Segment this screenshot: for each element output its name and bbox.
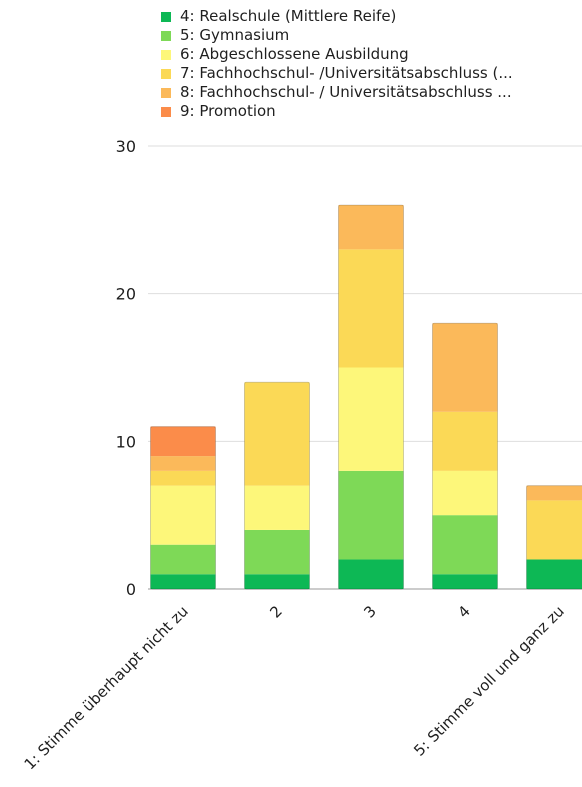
legend-swatch	[161, 106, 171, 117]
legend-label: 9: Promotion	[180, 102, 276, 120]
bars	[150, 204, 582, 590]
legend-swatch	[161, 49, 171, 60]
y-tick-label: 20	[116, 285, 136, 304]
bar-segment[interactable]	[338, 205, 404, 250]
legend-item[interactable]: 9: Promotion	[161, 102, 513, 121]
x-tick-label: 4	[454, 602, 473, 621]
legend-swatch	[161, 68, 171, 79]
y-tick-label: 0	[126, 580, 136, 599]
legend-item[interactable]: 4: Realschule (Mittlere Reife)	[161, 7, 513, 26]
bar-segment[interactable]	[526, 485, 582, 501]
bar-outline	[432, 322, 498, 590]
legend-label: 6: Abgeschlossene Ausbildung	[180, 45, 409, 63]
bar-segment[interactable]	[150, 426, 216, 457]
bar-outline	[338, 204, 404, 590]
bar-outline	[244, 381, 310, 590]
bar-outline	[150, 426, 216, 590]
legend-swatch	[161, 30, 171, 41]
bar-segment[interactable]	[150, 544, 216, 575]
bar-stack[interactable]	[432, 322, 498, 590]
bar-outline	[526, 485, 582, 590]
y-tick-label: 10	[116, 432, 136, 451]
bar-stack[interactable]	[150, 426, 216, 590]
bar-segment[interactable]	[338, 559, 404, 589]
bar-segment[interactable]	[150, 456, 216, 471]
legend-item[interactable]: 6: Abgeschlossene Ausbildung	[161, 45, 513, 64]
x-tick-label: 1: Stimme überhaupt nicht zu	[21, 602, 192, 773]
bar-stack[interactable]	[338, 204, 404, 590]
legend-label: 7: Fachhochschul- /Universitätsabschluss…	[180, 64, 513, 82]
legend-label: 5: Gymnasium	[180, 26, 290, 44]
legend-item[interactable]: 5: Gymnasium	[161, 26, 513, 45]
chart-legend: 4: Realschule (Mittlere Reife) 5: Gymnasi…	[161, 7, 513, 121]
bar-segment[interactable]	[432, 470, 498, 516]
legend-item[interactable]: 8: Fachhochschul- / Universitätsabschlus…	[161, 83, 513, 102]
bar-segment[interactable]	[150, 485, 216, 545]
bar-segment[interactable]	[244, 574, 310, 589]
bar-segment[interactable]	[526, 559, 582, 589]
bar-segment[interactable]	[526, 500, 582, 560]
bar-stack[interactable]	[244, 381, 310, 590]
y-tick-label: 30	[116, 137, 136, 156]
bar-segment[interactable]	[432, 323, 498, 412]
bar-segment[interactable]	[432, 574, 498, 589]
bar-segment[interactable]	[338, 367, 404, 471]
bar-segment[interactable]	[432, 411, 498, 471]
legend-label: 8: Fachhochschul- / Universitätsabschlus…	[180, 83, 512, 101]
bar-segment[interactable]	[338, 470, 404, 560]
bar-segment[interactable]	[244, 485, 310, 530]
bar-segment[interactable]	[432, 515, 498, 575]
x-tick-label: 3	[360, 602, 379, 621]
bar-segment[interactable]	[244, 529, 310, 575]
x-tick-label: 2	[266, 602, 285, 621]
bar-segment[interactable]	[150, 470, 216, 486]
x-tick-label: 5: Stimme voll und ganz zu	[410, 602, 568, 760]
bar-segment[interactable]	[244, 382, 310, 486]
bar-stack[interactable]	[526, 485, 582, 590]
bar-segment[interactable]	[338, 249, 404, 368]
bar-segment[interactable]	[150, 574, 216, 589]
legend-label: 4: Realschule (Mittlere Reife)	[180, 7, 397, 25]
legend-swatch	[161, 11, 171, 22]
legend-item[interactable]: 7: Fachhochschul- /Universitätsabschluss…	[161, 64, 513, 83]
legend-swatch	[161, 87, 171, 98]
